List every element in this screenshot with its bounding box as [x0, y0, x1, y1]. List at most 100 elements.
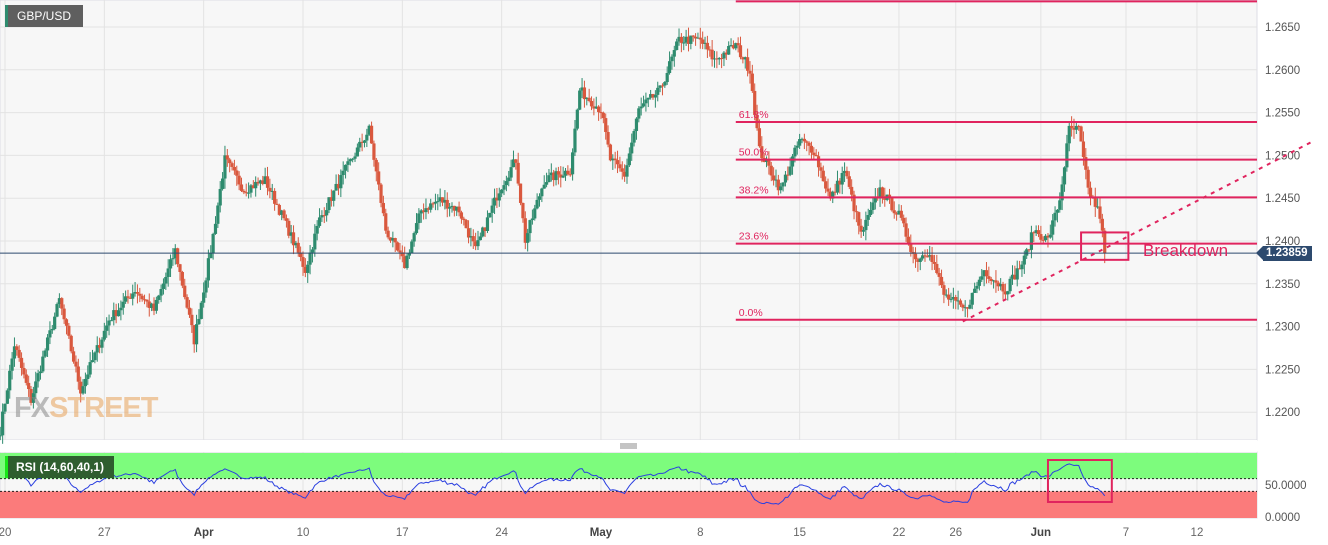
candle-body	[306, 264, 310, 273]
candle-body	[372, 143, 376, 160]
candle-body	[145, 299, 149, 302]
candle	[511, 150, 516, 168]
candle-body	[242, 190, 246, 193]
candle-body	[790, 156, 795, 167]
candle-body	[561, 175, 565, 178]
candle-body	[781, 182, 785, 187]
candle	[332, 190, 336, 207]
candle-body	[244, 192, 248, 194]
candle-body	[693, 36, 698, 39]
candle-body	[1044, 235, 1048, 241]
panel-resize-handle[interactable]	[620, 443, 637, 449]
candle-body	[868, 209, 873, 216]
candle	[670, 54, 674, 70]
candle-body	[367, 125, 371, 135]
candle-body	[854, 211, 858, 213]
candle-body	[932, 262, 937, 264]
candle	[1074, 122, 1078, 135]
candle-body	[1, 411, 5, 436]
candle	[547, 169, 551, 183]
candle	[627, 147, 631, 168]
candle	[211, 232, 215, 260]
candle-body	[192, 325, 196, 345]
candle-body	[362, 140, 367, 143]
candle	[535, 193, 539, 210]
candle	[852, 190, 856, 220]
candle-body	[327, 197, 331, 211]
candle-body	[197, 318, 201, 325]
candle-body	[183, 285, 187, 298]
candle-body	[1020, 264, 1024, 270]
candle	[710, 40, 714, 67]
candle-body	[336, 183, 341, 189]
candle-body	[1051, 220, 1055, 235]
x-tick-label: 8	[697, 527, 703, 539]
candle-body	[492, 197, 497, 206]
candle-body	[1029, 232, 1034, 250]
fib-level-label: 50.0%	[739, 147, 769, 159]
candle	[521, 202, 525, 223]
candle	[845, 166, 849, 179]
candle-body	[1048, 234, 1052, 238]
candle	[50, 324, 54, 334]
candle	[1034, 225, 1038, 236]
candle-body	[176, 248, 180, 265]
candle	[996, 280, 1000, 291]
candle	[100, 337, 104, 354]
candle-body	[686, 36, 691, 44]
candle-body	[190, 314, 194, 326]
candle	[483, 227, 487, 237]
candle-body	[611, 158, 615, 161]
candle-body	[816, 156, 821, 168]
candle	[693, 33, 698, 46]
candle	[637, 106, 641, 123]
candle-body	[429, 203, 433, 210]
candle	[873, 188, 877, 210]
rsi-label: RSI (14,60,40,1)	[5, 456, 115, 478]
candle-body	[544, 182, 549, 185]
candle-body	[228, 159, 232, 164]
candle	[405, 253, 409, 270]
candle	[982, 270, 986, 287]
candle	[634, 117, 639, 140]
candle	[138, 287, 142, 303]
candle	[150, 302, 154, 312]
candle-body	[705, 42, 710, 50]
candle-body	[741, 57, 745, 60]
candle	[466, 220, 471, 244]
candle	[734, 42, 738, 51]
x-tick-label: 20	[0, 527, 11, 539]
fib-level-label: 38.2%	[739, 184, 769, 196]
candle-body	[516, 162, 520, 184]
candle	[275, 199, 279, 205]
candles	[0, 27, 1107, 444]
candle	[287, 218, 291, 239]
candle	[826, 178, 830, 197]
candle-body	[606, 132, 610, 145]
candle-body	[34, 381, 38, 394]
candle	[443, 190, 447, 210]
candle-body	[937, 273, 941, 277]
candle-body	[571, 152, 575, 175]
x-tick-label: Jun	[1031, 527, 1051, 539]
candle-body	[414, 223, 419, 234]
candle	[469, 227, 473, 247]
candle-body	[994, 280, 998, 283]
candle	[93, 351, 97, 364]
candle-body	[760, 146, 764, 158]
candle	[991, 279, 996, 289]
candle-body	[921, 255, 925, 259]
candle-body	[812, 152, 816, 155]
candle	[613, 151, 617, 169]
candle-body	[341, 170, 345, 176]
candle-body	[388, 237, 393, 241]
candle-body	[1081, 141, 1086, 158]
candle	[140, 293, 144, 302]
candle-body	[36, 373, 40, 382]
candle-body	[218, 188, 222, 206]
candle-body	[535, 199, 539, 209]
candle-body	[1053, 212, 1057, 221]
candle-body	[90, 360, 95, 363]
candle-body	[1025, 249, 1029, 256]
